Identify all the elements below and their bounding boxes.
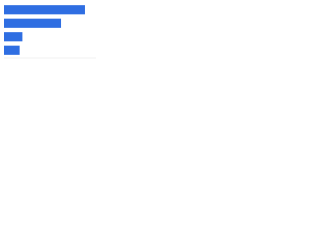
chart — [4, 5, 96, 59]
bar — [4, 18, 62, 28]
bar — [4, 45, 20, 55]
page: {"chart_data": {"type": "bar", "orientat… — [0, 0, 320, 71]
bar — [4, 32, 23, 42]
bar — [4, 5, 85, 15]
